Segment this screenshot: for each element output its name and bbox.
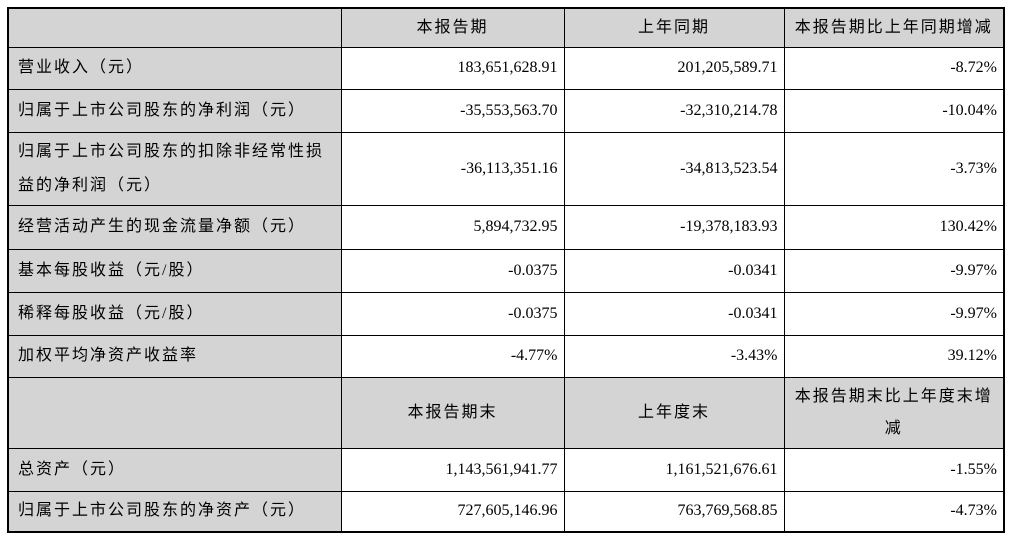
row-label: 稀释每股收益（元/股） bbox=[7, 291, 342, 336]
row-label: 经营活动产生的现金流量净额（元） bbox=[7, 204, 342, 250]
row-label: 总资产（元） bbox=[7, 447, 342, 492]
current-period-value: -0.0375 bbox=[340, 291, 565, 336]
change-value: -1.55% bbox=[783, 447, 1005, 492]
financial-summary-table: 本报告期 上年同期 本报告期比上年同期增减 营业收入（元） 183,651,62… bbox=[7, 7, 1005, 533]
row-label: 归属于上市公司股东的净资产（元） bbox=[7, 490, 342, 533]
section2-corner-cell bbox=[7, 376, 342, 449]
period-end-value: 727,605,146.96 bbox=[340, 490, 565, 533]
row-label: 归属于上市公司股东的净利润（元） bbox=[7, 88, 342, 133]
row-label: 基本每股收益（元/股） bbox=[7, 248, 342, 293]
table-row-operating-revenue: 营业收入（元） 183,651,628.91 201,205,589.71 -8… bbox=[7, 46, 1005, 90]
section2-header-period-end: 本报告期末 bbox=[340, 376, 565, 449]
current-period-value: -0.0375 bbox=[340, 248, 565, 293]
prior-period-value: -32,310,214.78 bbox=[563, 88, 785, 133]
change-value: -3.73% bbox=[783, 131, 1005, 206]
prior-year-end-value: 1,161,521,676.61 bbox=[563, 447, 785, 492]
change-value: -8.72% bbox=[783, 46, 1005, 90]
section1-header-row: 本报告期 上年同期 本报告期比上年同期增减 bbox=[7, 7, 1005, 48]
prior-period-value: -19,378,183.93 bbox=[563, 204, 785, 250]
prior-period-value: -0.0341 bbox=[563, 291, 785, 336]
change-value: -10.04% bbox=[783, 88, 1005, 133]
table-row-operating-cash-flow: 经营活动产生的现金流量净额（元） 5,894,732.95 -19,378,18… bbox=[7, 204, 1005, 250]
change-value: -9.97% bbox=[783, 248, 1005, 293]
section1-corner-cell bbox=[7, 7, 342, 48]
prior-period-value: -3.43% bbox=[563, 334, 785, 378]
table-row-net-profit-excl-nonrecurring: 归属于上市公司股东的扣除非经常性损益的净利润（元） -36,113,351.16… bbox=[7, 131, 1005, 206]
table-row-total-assets: 总资产（元） 1,143,561,941.77 1,161,521,676.61… bbox=[7, 447, 1005, 492]
section1-header-current-period: 本报告期 bbox=[340, 7, 565, 48]
section2-header-change: 本报告期末比上年度末增减 bbox=[783, 376, 1005, 449]
current-period-value: -4.77% bbox=[340, 334, 565, 378]
prior-period-value: 201,205,589.71 bbox=[563, 46, 785, 90]
change-value: -4.73% bbox=[783, 490, 1005, 533]
section1-header-change: 本报告期比上年同期增减 bbox=[783, 7, 1005, 48]
section2-header-prior-year-end: 上年度末 bbox=[563, 376, 785, 449]
section2-header-row: 本报告期末 上年度末 本报告期末比上年度末增减 bbox=[7, 376, 1005, 449]
table-row-net-profit: 归属于上市公司股东的净利润（元） -35,553,563.70 -32,310,… bbox=[7, 88, 1005, 133]
change-value: -9.97% bbox=[783, 291, 1005, 336]
row-label: 归属于上市公司股东的扣除非经常性损益的净利润（元） bbox=[7, 131, 342, 206]
current-period-value: 183,651,628.91 bbox=[340, 46, 565, 90]
table-row-basic-eps: 基本每股收益（元/股） -0.0375 -0.0341 -9.97% bbox=[7, 248, 1005, 293]
prior-period-value: -34,813,523.54 bbox=[563, 131, 785, 206]
table-row-weighted-avg-roe: 加权平均净资产收益率 -4.77% -3.43% 39.12% bbox=[7, 334, 1005, 378]
change-value: 130.42% bbox=[783, 204, 1005, 250]
table-row-net-assets: 归属于上市公司股东的净资产（元） 727,605,146.96 763,769,… bbox=[7, 490, 1005, 533]
current-period-value: -36,113,351.16 bbox=[340, 131, 565, 206]
current-period-value: -35,553,563.70 bbox=[340, 88, 565, 133]
prior-period-value: -0.0341 bbox=[563, 248, 785, 293]
row-label: 营业收入（元） bbox=[7, 46, 342, 90]
prior-year-end-value: 763,769,568.85 bbox=[563, 490, 785, 533]
change-value: 39.12% bbox=[783, 334, 1005, 378]
section1-header-prior-period: 上年同期 bbox=[563, 7, 785, 48]
table-row-diluted-eps: 稀释每股收益（元/股） -0.0375 -0.0341 -9.97% bbox=[7, 291, 1005, 336]
period-end-value: 1,143,561,941.77 bbox=[340, 447, 565, 492]
row-label: 加权平均净资产收益率 bbox=[7, 334, 342, 378]
current-period-value: 5,894,732.95 bbox=[340, 204, 565, 250]
